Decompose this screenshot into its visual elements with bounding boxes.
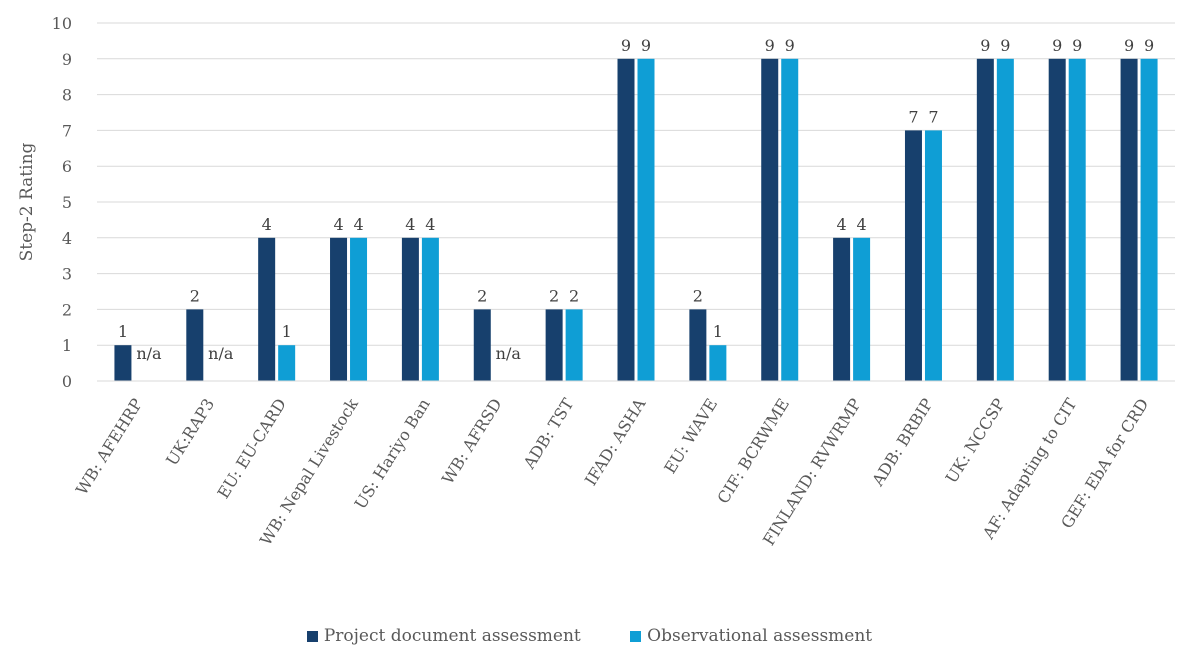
bar-observational-2	[278, 345, 296, 381]
bar-observational-12	[996, 58, 1014, 382]
y-tick-label: 9	[62, 50, 72, 69]
bar-project-4	[401, 237, 419, 381]
legend-label-project: Project document assessment	[323, 626, 581, 646]
bar-project-6	[545, 309, 563, 381]
data-label-observational-1: n/a	[208, 344, 234, 363]
data-label-observational-3: 4	[353, 215, 363, 234]
gridlines	[97, 22, 1175, 346]
data-label-project-4: 4	[405, 215, 415, 234]
x-tick-label: ADB: TST	[519, 395, 578, 473]
bar-project-14	[1120, 58, 1138, 382]
bar-project-5	[473, 309, 491, 381]
bar-observational-14	[1140, 58, 1158, 382]
data-label-project-5: 2	[477, 286, 487, 305]
data-label-observational-11: 7	[928, 107, 938, 126]
bar-observational-8	[709, 345, 727, 381]
y-tick-label: 10	[52, 14, 72, 33]
data-label-project-9: 9	[765, 36, 775, 55]
bar-observational-7	[637, 58, 655, 382]
y-tick-label: 5	[62, 193, 72, 212]
bar-project-2	[258, 237, 276, 381]
bar-project-12	[976, 58, 994, 382]
x-tick-label: EU: WAVE	[660, 395, 721, 477]
bar-project-1	[186, 309, 204, 381]
bar-observational-11	[924, 130, 942, 381]
y-tick-label: 1	[62, 336, 72, 355]
data-label-project-8: 2	[693, 286, 703, 305]
bar-observational-3	[350, 237, 368, 381]
y-tick-label: 2	[62, 300, 72, 319]
bar-project-0	[114, 345, 132, 381]
y-axis-ticks: 0 1 2 3 4 5 6 7 8 9 10	[52, 14, 72, 391]
legend-item-project: Project document assessment	[306, 626, 581, 646]
data-label-observational-14: 9	[1144, 36, 1154, 55]
legend-item-observational: Observational assessment	[630, 626, 872, 646]
y-tick-label: 4	[62, 229, 72, 248]
x-tick-label: IFAD: ASHA	[581, 395, 650, 489]
y-axis-label: Step-2 Rating	[17, 142, 37, 261]
bar-observational-6	[565, 309, 583, 381]
bars	[114, 58, 1158, 382]
data-label-observational-10: 4	[857, 215, 867, 234]
bar-project-10	[833, 237, 851, 381]
data-label-observational-4: 4	[425, 215, 435, 234]
data-label-project-2: 4	[262, 215, 272, 234]
bar-project-11	[904, 130, 922, 381]
data-label-project-7: 9	[621, 36, 631, 55]
data-label-project-6: 2	[549, 286, 559, 305]
data-label-observational-2: 1	[282, 322, 292, 341]
bar-project-7	[617, 58, 635, 382]
data-label-observational-7: 9	[641, 36, 651, 55]
data-label-project-14: 9	[1124, 36, 1134, 55]
data-label-observational-6: 2	[569, 286, 579, 305]
data-label-observational-0: n/a	[136, 344, 162, 363]
bar-observational-10	[853, 237, 871, 381]
legend-label-observational: Observational assessment	[647, 626, 873, 646]
data-label-observational-12: 9	[1000, 36, 1010, 55]
data-label-project-1: 2	[190, 286, 200, 305]
x-tick-label: CIF: BCRWME	[713, 395, 793, 507]
y-tick-label: 0	[62, 372, 72, 391]
bar-project-3	[330, 237, 348, 381]
legend-swatch-project	[306, 631, 318, 642]
y-tick-label: 3	[62, 265, 72, 284]
x-tick-label: ADB: BRBIP	[868, 395, 937, 490]
bar-observational-13	[1068, 58, 1086, 382]
legend-swatch-observational	[630, 631, 642, 642]
bar-project-13	[1048, 58, 1066, 382]
data-label-observational-13: 9	[1072, 36, 1082, 55]
data-label-project-3: 4	[333, 215, 343, 234]
data-label-project-10: 4	[837, 215, 847, 234]
x-tick-label: UK: NCCSP	[942, 395, 1009, 487]
bar-observational-9	[781, 58, 799, 382]
y-tick-label: 8	[62, 86, 72, 105]
data-label-observational-9: 9	[785, 36, 795, 55]
bar-project-8	[689, 309, 707, 381]
bar-observational-4	[421, 237, 439, 381]
x-tick-label: EU: EU-CARD	[214, 395, 291, 502]
y-tick-label: 7	[62, 121, 72, 140]
bar-project-9	[761, 58, 779, 382]
data-label-observational-8: 1	[713, 322, 723, 341]
data-label-project-12: 9	[980, 36, 990, 55]
x-tick-label: WB: AFEHRP	[72, 395, 146, 498]
y-tick-label: 6	[62, 157, 72, 176]
data-label-project-11: 7	[908, 107, 918, 126]
x-tick-label: US: Hariyo Ban	[351, 395, 434, 512]
legend: Project document assessment Observationa…	[0, 626, 1179, 646]
data-label-project-13: 9	[1052, 36, 1062, 55]
data-label-observational-5: n/a	[496, 344, 522, 363]
x-tick-label: WB: AFRSD	[438, 395, 506, 487]
data-label-project-0: 1	[118, 322, 128, 341]
x-tick-label: UK:RAP3	[162, 395, 218, 469]
